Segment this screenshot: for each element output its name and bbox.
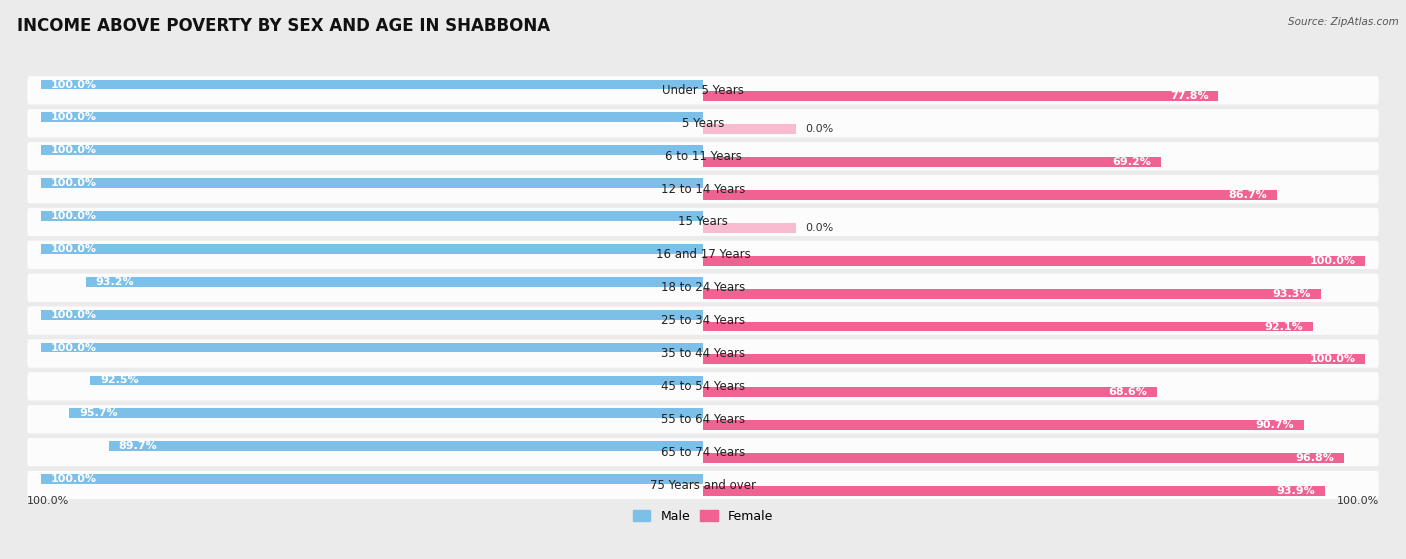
Text: 100.0%: 100.0%: [27, 496, 69, 506]
Text: 16 and 17 Years: 16 and 17 Years: [655, 248, 751, 262]
Bar: [90, 376, 703, 385]
Text: 100.0%: 100.0%: [51, 79, 97, 89]
Text: 93.9%: 93.9%: [1277, 486, 1315, 496]
Bar: [41, 310, 703, 320]
Bar: [41, 211, 703, 221]
Bar: [703, 387, 1157, 397]
Text: 5 Years: 5 Years: [682, 117, 724, 130]
Bar: [41, 79, 703, 89]
Bar: [108, 441, 703, 451]
Bar: [41, 178, 703, 188]
Text: 68.6%: 68.6%: [1108, 387, 1147, 397]
Bar: [703, 190, 1277, 200]
Bar: [41, 343, 703, 353]
Text: 0.0%: 0.0%: [806, 124, 834, 134]
Text: Source: ZipAtlas.com: Source: ZipAtlas.com: [1288, 17, 1399, 27]
Text: 100.0%: 100.0%: [51, 178, 97, 188]
Bar: [41, 112, 703, 122]
Bar: [41, 145, 703, 155]
Bar: [703, 157, 1161, 167]
FancyBboxPatch shape: [27, 471, 1379, 499]
Text: 69.2%: 69.2%: [1112, 157, 1152, 167]
Text: 65 to 74 Years: 65 to 74 Years: [661, 446, 745, 458]
Bar: [703, 256, 1365, 266]
FancyBboxPatch shape: [27, 405, 1379, 433]
Text: 93.3%: 93.3%: [1272, 288, 1312, 299]
Text: 100.0%: 100.0%: [51, 343, 97, 353]
Text: 100.0%: 100.0%: [51, 145, 97, 155]
Text: Under 5 Years: Under 5 Years: [662, 84, 744, 97]
Bar: [86, 277, 703, 287]
Text: 100.0%: 100.0%: [1309, 256, 1355, 266]
Text: 18 to 24 Years: 18 to 24 Years: [661, 281, 745, 294]
Bar: [41, 244, 703, 254]
Text: INCOME ABOVE POVERTY BY SEX AND AGE IN SHABBONA: INCOME ABOVE POVERTY BY SEX AND AGE IN S…: [17, 17, 550, 35]
Text: 96.8%: 96.8%: [1295, 453, 1334, 463]
Text: 86.7%: 86.7%: [1229, 190, 1267, 200]
Text: 6 to 11 Years: 6 to 11 Years: [665, 150, 741, 163]
Bar: [703, 453, 1344, 463]
FancyBboxPatch shape: [27, 109, 1379, 138]
FancyBboxPatch shape: [27, 142, 1379, 170]
FancyBboxPatch shape: [27, 438, 1379, 466]
FancyBboxPatch shape: [27, 372, 1379, 400]
Bar: [703, 486, 1324, 496]
FancyBboxPatch shape: [27, 306, 1379, 335]
FancyBboxPatch shape: [27, 175, 1379, 203]
Text: 100.0%: 100.0%: [51, 112, 97, 122]
Bar: [703, 420, 1303, 430]
Text: 35 to 44 Years: 35 to 44 Years: [661, 347, 745, 360]
Bar: [703, 321, 1313, 331]
Bar: [41, 474, 703, 484]
Text: 90.7%: 90.7%: [1256, 420, 1294, 430]
Text: 89.7%: 89.7%: [118, 441, 157, 451]
Text: 95.7%: 95.7%: [79, 408, 118, 418]
FancyBboxPatch shape: [27, 241, 1379, 269]
FancyBboxPatch shape: [27, 339, 1379, 368]
FancyBboxPatch shape: [27, 273, 1379, 302]
FancyBboxPatch shape: [27, 208, 1379, 236]
Text: 25 to 34 Years: 25 to 34 Years: [661, 314, 745, 327]
Text: 100.0%: 100.0%: [51, 211, 97, 221]
Bar: [703, 92, 1219, 101]
Text: 77.8%: 77.8%: [1170, 91, 1208, 101]
Legend: Male, Female: Male, Female: [628, 505, 778, 528]
Bar: [69, 409, 703, 418]
Text: 100.0%: 100.0%: [51, 244, 97, 254]
Bar: [703, 354, 1365, 364]
Text: 92.5%: 92.5%: [100, 376, 139, 386]
Text: 100.0%: 100.0%: [1337, 496, 1379, 506]
Text: 55 to 64 Years: 55 to 64 Years: [661, 413, 745, 426]
Bar: [703, 124, 796, 134]
Bar: [703, 223, 796, 233]
Text: 45 to 54 Years: 45 to 54 Years: [661, 380, 745, 393]
FancyBboxPatch shape: [27, 76, 1379, 105]
Text: 15 Years: 15 Years: [678, 215, 728, 229]
Bar: [703, 288, 1322, 299]
Text: 75 Years and over: 75 Years and over: [650, 479, 756, 491]
Text: 92.1%: 92.1%: [1264, 321, 1303, 331]
Text: 100.0%: 100.0%: [51, 474, 97, 484]
Text: 93.2%: 93.2%: [96, 277, 134, 287]
Text: 0.0%: 0.0%: [806, 223, 834, 233]
Text: 100.0%: 100.0%: [1309, 354, 1355, 364]
Text: 100.0%: 100.0%: [51, 310, 97, 320]
Text: 12 to 14 Years: 12 to 14 Years: [661, 183, 745, 196]
